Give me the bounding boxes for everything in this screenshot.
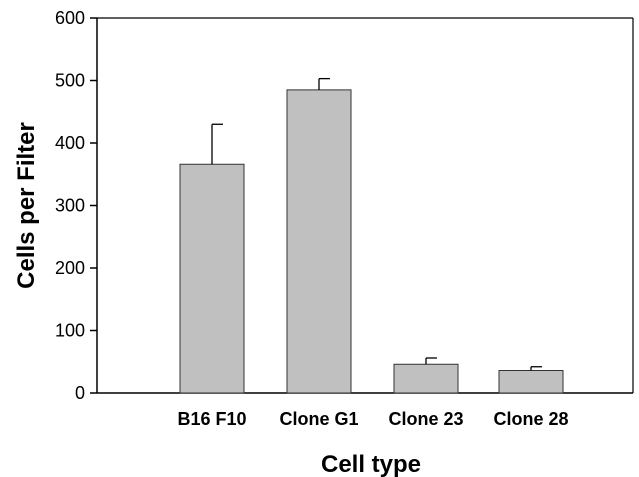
y-tick-label: 400	[55, 133, 85, 153]
y-axis: 0 100 200 300 400 500 600	[55, 8, 634, 403]
x-tick-label: Clone 28	[493, 409, 568, 429]
bar	[498, 370, 564, 394]
x-tick-label: Clone 23	[388, 409, 463, 429]
y-tick-label: 600	[55, 8, 85, 28]
bar	[393, 363, 459, 394]
bar	[286, 89, 352, 394]
error-bars	[211, 77, 542, 371]
y-tick-label: 0	[75, 383, 85, 403]
x-axis-title: Cell type	[321, 451, 421, 477]
y-tick-label: 100	[55, 321, 85, 341]
y-tick-label: 200	[55, 258, 85, 278]
x-tick-label: B16 F10	[177, 409, 246, 429]
y-tick-label: 500	[55, 71, 85, 91]
x-axis: B16 F10 Clone G1 Clone 23 Clone 28	[97, 392, 633, 429]
x-tick-label: Clone G1	[279, 409, 358, 429]
y-tick-label: 300	[55, 196, 85, 216]
bar	[179, 163, 245, 394]
bars	[179, 89, 564, 394]
y-axis-title: Cells per Filter	[13, 122, 40, 289]
